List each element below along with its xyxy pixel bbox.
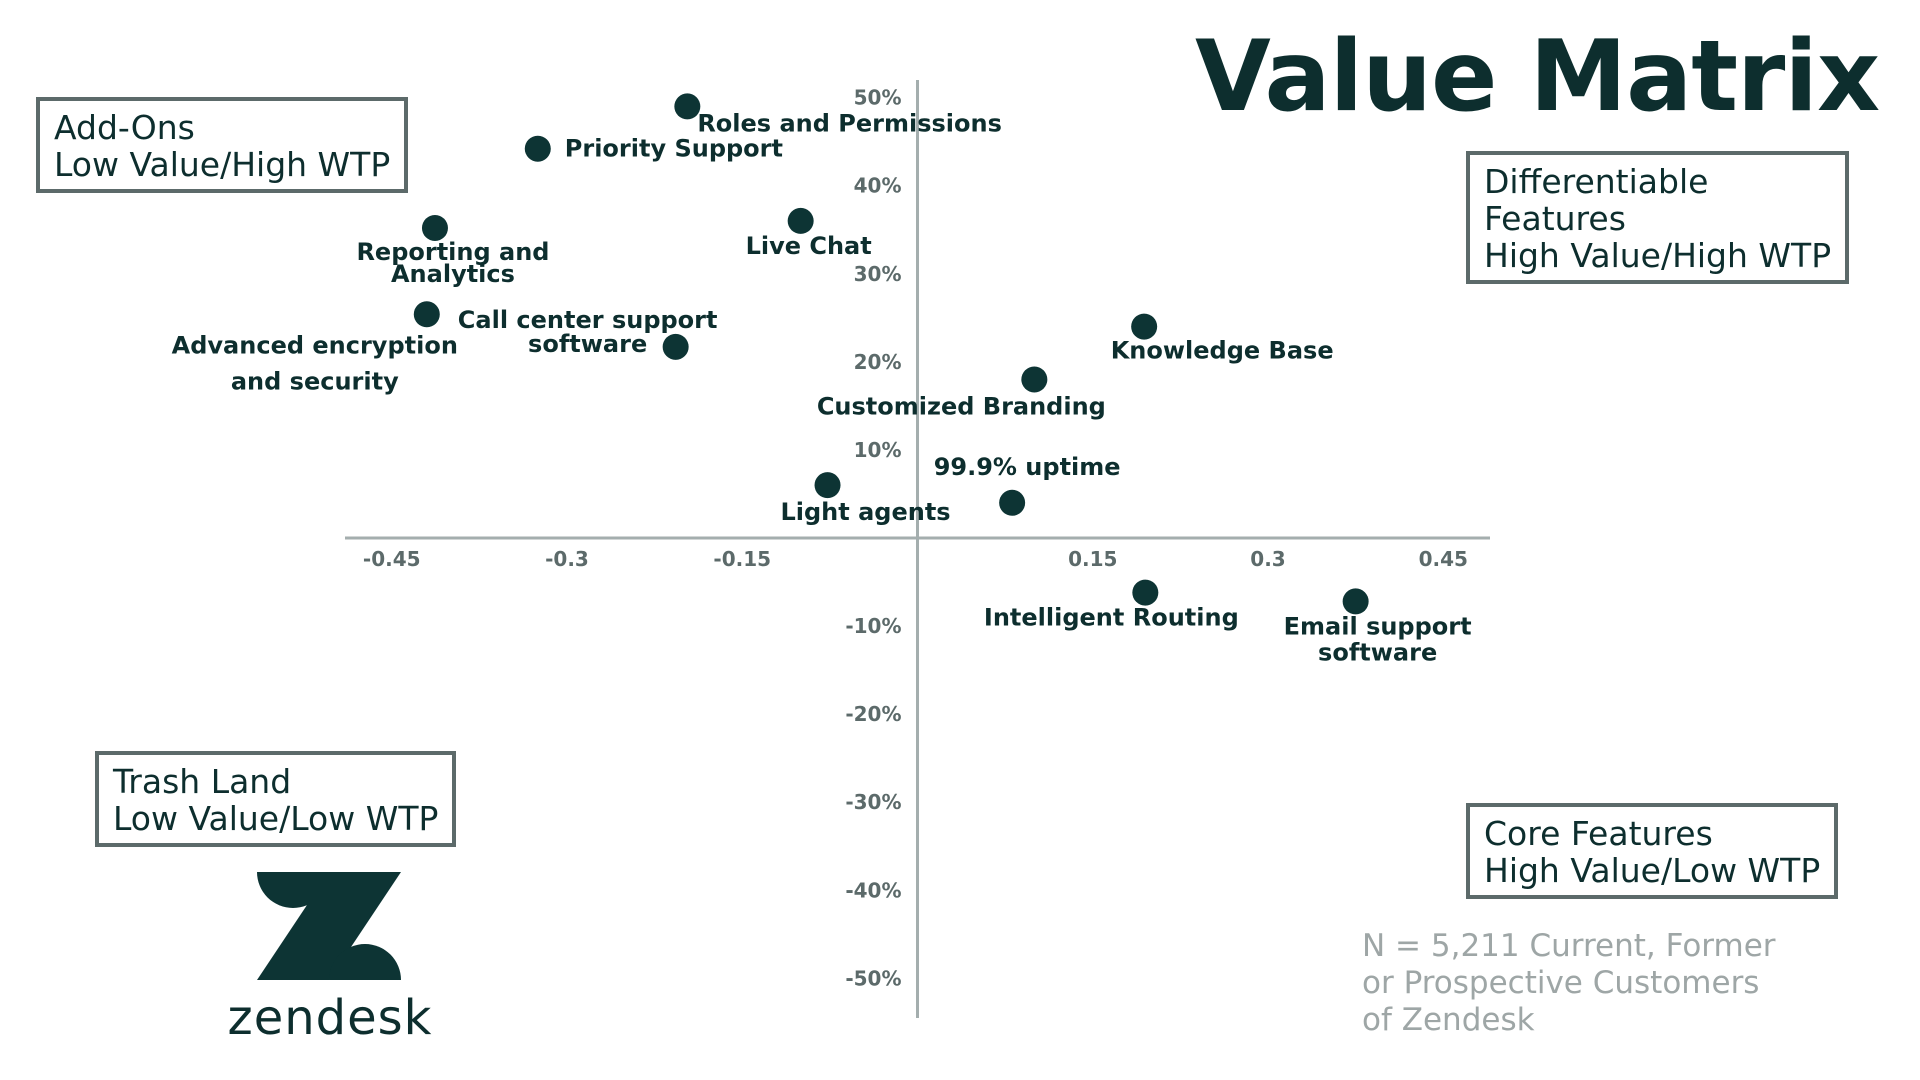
- data-point: Advanced encryption and security: [172, 301, 458, 395]
- y-tick-label: 30%: [854, 262, 902, 286]
- data-point-label: Customized Branding: [817, 392, 1106, 420]
- zendesk-logo: zendesk: [200, 872, 460, 1052]
- data-point-marker: [1131, 313, 1158, 340]
- x-tick-label: 0.45: [1419, 547, 1468, 571]
- sample-note-line-1: N = 5,211 Current, Former: [1362, 928, 1776, 964]
- data-point-marker: [413, 301, 440, 328]
- x-tick-label: 0.3: [1250, 547, 1285, 571]
- zendesk-mark-icon: [257, 872, 401, 980]
- y-tick-label: 40%: [854, 174, 902, 198]
- data-point-marker: [814, 472, 841, 499]
- sample-note-line-2: or Prospective Customers: [1362, 965, 1760, 1001]
- data-point-marker: [662, 333, 689, 360]
- data-point-label: software: [1318, 638, 1437, 666]
- y-tick-label: -40%: [845, 878, 901, 902]
- data-point-label: Intelligent Routing: [984, 604, 1239, 632]
- x-tick-label: -0.15: [713, 547, 771, 571]
- data-point: Intelligent Routing: [984, 579, 1239, 632]
- data-point-marker: [524, 135, 551, 162]
- data-point-label: 99.9% uptime: [934, 453, 1121, 481]
- data-point-marker: [674, 93, 701, 120]
- data-point-label: Roles and Permissions: [697, 109, 1002, 137]
- data-point-marker: [1021, 366, 1048, 393]
- quadrant-description: Low Value/High WTP: [54, 145, 391, 184]
- sample-note-line-3: of Zendesk: [1362, 1002, 1535, 1038]
- quadrant-description: High Value/Low WTP: [1484, 851, 1821, 890]
- data-point-marker: [1342, 588, 1369, 615]
- tick-labels: -0.45 -0.3 -0.15 0.15 0.3 0.45 50% 40% 30% 20% 10%…: [363, 86, 1468, 991]
- y-tick-label: 50%: [854, 86, 902, 110]
- sample-size-note: N = 5,211 Current, Former or Prospective…: [1362, 928, 1776, 1039]
- data-point-label: Reporting and: [356, 238, 549, 266]
- quadrant-name: Core Features: [1484, 814, 1713, 853]
- quadrant-name-line-1: Differentiable: [1484, 162, 1709, 201]
- quadrant-trash-land-box: Trash Land Low Value/Low WTP: [95, 751, 457, 847]
- y-tick-label: -10%: [845, 614, 901, 638]
- quadrant-name: Trash Land: [113, 762, 292, 801]
- data-point-label: Advanced encryption: [172, 331, 458, 359]
- x-tick-label: -0.3: [545, 547, 589, 571]
- data-point: Light agents: [780, 472, 951, 526]
- x-tick-label: -0.45: [363, 547, 421, 571]
- data-point-label: and security: [231, 367, 399, 395]
- data-point-marker: [787, 207, 814, 234]
- data-point: Customized Branding: [817, 366, 1106, 420]
- y-tick-label: 20%: [854, 350, 902, 374]
- data-point-label: Analytics: [391, 260, 515, 288]
- data-point-marker: [421, 214, 448, 241]
- data-point: Knowledge Base: [1111, 313, 1334, 365]
- quadrant-name-line-2: Features: [1484, 199, 1626, 238]
- y-tick-label: -20%: [845, 702, 901, 726]
- data-point-label: Priority Support: [565, 135, 783, 163]
- y-tick-label: -50%: [845, 966, 901, 990]
- data-point: Live Chat: [746, 207, 872, 260]
- page-title: Value Matrix: [1195, 20, 1880, 134]
- data-point: Priority Support: [524, 135, 783, 163]
- data-point-label: Email support: [1284, 612, 1472, 640]
- x-tick-label: 0.15: [1068, 547, 1117, 571]
- y-tick-label: 10%: [854, 438, 902, 462]
- quadrant-description: Low Value/Low WTP: [113, 799, 439, 838]
- zendesk-wordmark: zendesk: [227, 990, 433, 1046]
- quadrant-add-ons-box: Add-Ons Low Value/High WTP: [36, 97, 409, 193]
- data-point-label: Call center support: [458, 306, 718, 334]
- data-point-label: Light agents: [780, 498, 950, 526]
- data-point: Roles and Permissions: [674, 93, 1002, 137]
- data-point-label: software: [528, 330, 647, 358]
- quadrant-core-features-box: Core Features High Value/Low WTP: [1466, 803, 1839, 899]
- quadrant-differentiable-features-box: Differentiable Features High Value/High …: [1466, 151, 1850, 284]
- data-point-label: Knowledge Base: [1111, 337, 1334, 365]
- data-point-label: Live Chat: [746, 232, 872, 260]
- data-point-marker: [999, 489, 1026, 516]
- quadrant-description: High Value/High WTP: [1484, 236, 1832, 275]
- data-point-marker: [1132, 579, 1159, 606]
- quadrant-name: Add-Ons: [54, 108, 195, 147]
- data-point: 99.9% uptime: [934, 453, 1121, 516]
- y-tick-label: -30%: [845, 790, 901, 814]
